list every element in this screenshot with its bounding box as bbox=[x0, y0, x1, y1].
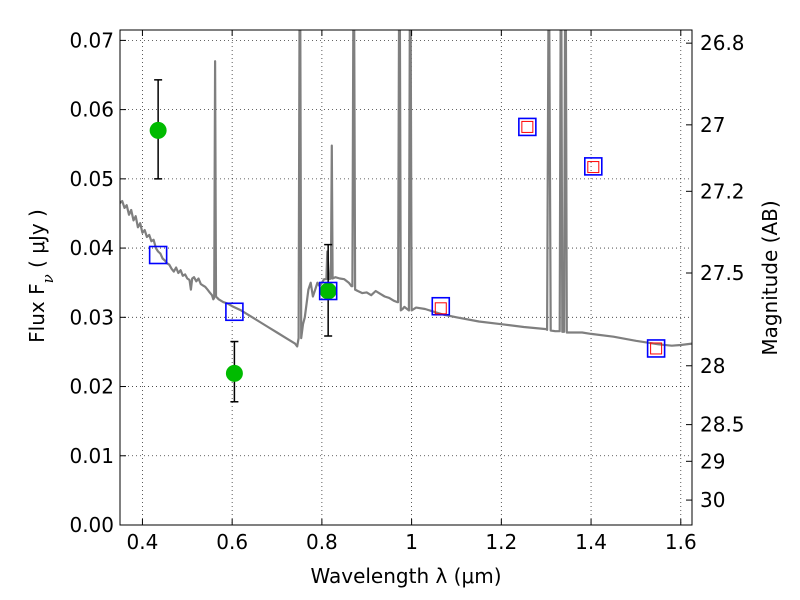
x-tick-label: 1.2 bbox=[485, 530, 517, 554]
y-axis-left-label-unit: ( μJy ) bbox=[25, 209, 49, 274]
ticks bbox=[120, 30, 692, 526]
x-tick-label: 0.4 bbox=[127, 530, 159, 554]
x-tick-label: 1.6 bbox=[665, 530, 697, 554]
upper-limit-point bbox=[521, 120, 534, 133]
mag-tick-label: 27 bbox=[700, 113, 725, 137]
mag-tick-label: 26.8 bbox=[700, 31, 745, 55]
y-tick-label: 0.02 bbox=[69, 375, 114, 399]
sed-model-line bbox=[120, 30, 692, 348]
observed-point bbox=[149, 121, 167, 139]
x-tick-label: 0.8 bbox=[306, 530, 338, 554]
plot-frame bbox=[119, 29, 693, 526]
y-tick-label: 0.00 bbox=[69, 513, 114, 537]
model-point bbox=[431, 296, 451, 316]
y-axis-right-label: Magnitude (AB) bbox=[758, 200, 782, 355]
tick-labels: 0.4 0.6 0.8 1 1.2 1.4 1.6 0.00 0.01 0.02 0.03 0.04 0… bbox=[69, 28, 744, 554]
y-axis-left-label-main: Flux F bbox=[25, 283, 49, 342]
mag-tick-label: 28 bbox=[700, 354, 725, 378]
x-axis-label: Wavelength λ (μm) bbox=[310, 564, 501, 588]
y-tick-label: 0.07 bbox=[69, 28, 114, 52]
upper-limit-point bbox=[587, 161, 600, 174]
model-point bbox=[318, 281, 338, 301]
model-point bbox=[584, 157, 603, 176]
mag-tick-label: 28.5 bbox=[700, 413, 745, 437]
y-tick-label: 0.05 bbox=[69, 167, 114, 191]
model-point bbox=[225, 302, 244, 322]
mag-tick-label: 27.2 bbox=[700, 179, 745, 203]
y-tick-label: 0.04 bbox=[69, 236, 114, 260]
y-tick-label: 0.01 bbox=[69, 444, 114, 468]
y-tick-label: 0.06 bbox=[69, 98, 114, 122]
markers bbox=[148, 79, 666, 403]
model-point bbox=[518, 117, 537, 137]
gridlines bbox=[120, 30, 692, 525]
x-tick-label: 0.6 bbox=[216, 530, 248, 554]
observed-point bbox=[319, 282, 337, 300]
mag-tick-label: 30 bbox=[700, 488, 725, 512]
mag-tick-label: 27.5 bbox=[700, 261, 745, 285]
upper-limit-point bbox=[434, 302, 447, 315]
x-tick-label: 1 bbox=[405, 530, 418, 554]
plot-area bbox=[120, 30, 692, 348]
y-axis-left-label-sub: ν bbox=[39, 274, 57, 283]
upper-limit-point bbox=[650, 342, 663, 355]
mag-tick-label: 29 bbox=[700, 449, 725, 473]
model-point bbox=[646, 339, 666, 358]
y-axis-left-label: Flux Fν ( μJy ) bbox=[25, 209, 57, 343]
y-tick-label: 0.03 bbox=[69, 305, 114, 329]
observed-point bbox=[225, 364, 243, 382]
x-tick-label: 1.4 bbox=[575, 530, 607, 554]
model-point bbox=[148, 245, 168, 265]
